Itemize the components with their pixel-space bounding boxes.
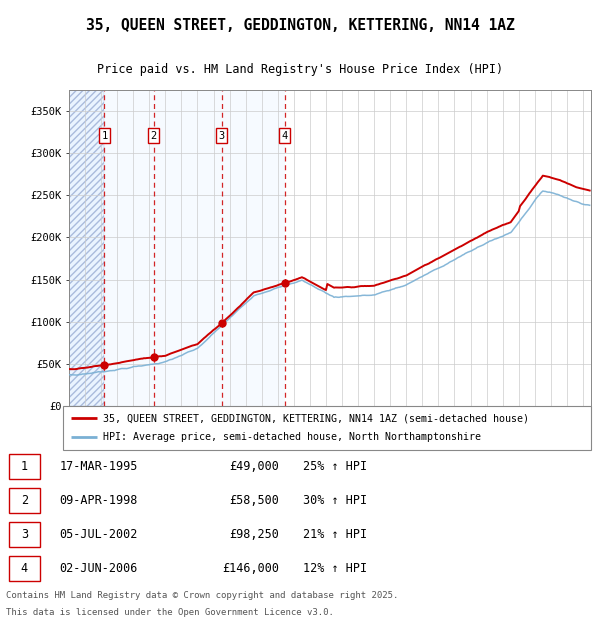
Text: £58,500: £58,500 [229,494,279,507]
FancyBboxPatch shape [9,522,40,547]
Text: 4: 4 [21,562,28,575]
Text: Contains HM Land Registry data © Crown copyright and database right 2025.: Contains HM Land Registry data © Crown c… [6,591,398,600]
Bar [154,90,222,406]
Text: 3: 3 [218,131,225,141]
Text: 12% ↑ HPI: 12% ↑ HPI [303,562,367,575]
Text: 2: 2 [21,494,28,507]
Text: 35, QUEEN STREET, GEDDINGTON, KETTERING, NN14 1AZ (semi-detached house): 35, QUEEN STREET, GEDDINGTON, KETTERING,… [103,414,529,423]
Bar [222,90,284,406]
Text: This data is licensed under the Open Government Licence v3.0.: This data is licensed under the Open Gov… [6,608,334,617]
Text: 30% ↑ HPI: 30% ↑ HPI [303,494,367,507]
FancyBboxPatch shape [9,454,40,479]
Text: 05-JUL-2002: 05-JUL-2002 [59,528,138,541]
Text: £146,000: £146,000 [222,562,279,575]
Text: 1: 1 [101,131,107,141]
Text: Price paid vs. HM Land Registry's House Price Index (HPI): Price paid vs. HM Land Registry's House … [97,63,503,76]
Text: 17-MAR-1995: 17-MAR-1995 [59,460,138,473]
Text: 3: 3 [21,528,28,541]
Text: 09-APR-1998: 09-APR-1998 [59,494,138,507]
Text: HPI: Average price, semi-detached house, North Northamptonshire: HPI: Average price, semi-detached house,… [103,432,481,442]
Text: 4: 4 [281,131,287,141]
Text: 1: 1 [21,460,28,473]
Text: 35, QUEEN STREET, GEDDINGTON, KETTERING, NN14 1AZ: 35, QUEEN STREET, GEDDINGTON, KETTERING,… [86,18,514,33]
Text: 25% ↑ HPI: 25% ↑ HPI [303,460,367,473]
Text: £49,000: £49,000 [229,460,279,473]
Bar [104,90,154,406]
Text: 21% ↑ HPI: 21% ↑ HPI [303,528,367,541]
Bar [69,90,104,406]
FancyBboxPatch shape [9,556,40,582]
Text: £98,250: £98,250 [229,528,279,541]
Bar [69,90,104,406]
Text: 02-JUN-2006: 02-JUN-2006 [59,562,138,575]
Text: 2: 2 [151,131,157,141]
FancyBboxPatch shape [9,488,40,513]
